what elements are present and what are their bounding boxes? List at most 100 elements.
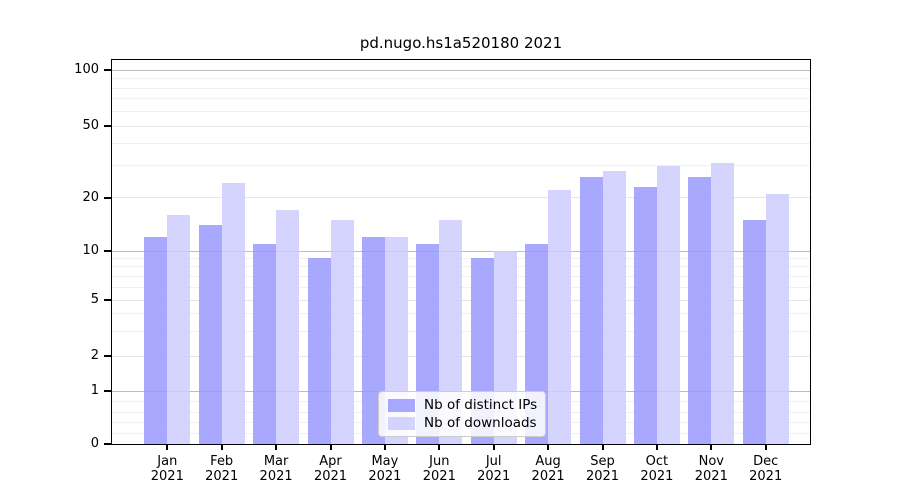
x-tick-label-oct: Oct 2021 bbox=[629, 454, 685, 484]
x-tick-month: Jan bbox=[157, 454, 178, 469]
x-tick-label-jun: Jun 2021 bbox=[411, 454, 467, 484]
y-tick-label-100: 100 bbox=[74, 62, 99, 77]
x-tick-mark-jan bbox=[166, 444, 169, 450]
legend-swatch-downloads bbox=[388, 416, 415, 430]
bar-downloads-aug bbox=[548, 190, 572, 444]
x-tick-mark-mar bbox=[275, 444, 278, 450]
x-tick-month: Dec bbox=[753, 454, 779, 469]
x-tick-mark-aug bbox=[547, 444, 550, 450]
x-tick-label-dec: Dec 2021 bbox=[738, 454, 794, 484]
x-tick-year: 2021 bbox=[313, 468, 348, 484]
x-tick-label-jan: Jan 2021 bbox=[139, 454, 195, 484]
bar-downloads-jun bbox=[439, 219, 463, 444]
x-tick-mark-may bbox=[383, 444, 386, 450]
y-tick-label-0: 0 bbox=[90, 436, 99, 451]
gridline-80 bbox=[112, 87, 810, 89]
bar-downloads-apr bbox=[330, 219, 354, 444]
y-tick-label-10: 10 bbox=[82, 243, 99, 258]
x-tick-label-feb: Feb 2021 bbox=[194, 454, 250, 484]
x-tick-label-sep: Sep 2021 bbox=[575, 454, 631, 484]
bar-downloads-jan bbox=[167, 214, 191, 444]
x-tick-label-aug: Aug 2021 bbox=[520, 454, 576, 484]
x-tick-mark-jun bbox=[438, 444, 441, 450]
gridline-30 bbox=[112, 165, 810, 167]
legend-entry-downloads: Nb of downloads bbox=[388, 415, 537, 431]
x-tick-year: 2021 bbox=[531, 468, 565, 484]
gridline-100 bbox=[112, 69, 810, 71]
x-tick-month: May bbox=[371, 454, 399, 469]
gridline-70 bbox=[112, 98, 810, 100]
bar-downloads-feb bbox=[221, 183, 245, 444]
legend-entry-distinct-ips: Nb of distinct IPs bbox=[388, 397, 538, 413]
x-tick-month: Nov bbox=[698, 454, 724, 469]
x-tick-mark-feb bbox=[220, 444, 223, 450]
x-tick-year: 2021 bbox=[749, 468, 783, 484]
y-tick-label-2: 2 bbox=[90, 348, 99, 363]
x-tick-year: 2021 bbox=[368, 468, 402, 484]
bar-downloads-mar bbox=[276, 210, 300, 444]
bar-downloads-nov bbox=[711, 163, 735, 444]
x-tick-month: Sep bbox=[590, 454, 615, 469]
x-tick-month: Aug bbox=[535, 454, 561, 469]
bar-downloads-sep bbox=[602, 171, 626, 444]
bar-distinct-ips-dec bbox=[742, 219, 766, 444]
legend-swatch-distinct-ips bbox=[388, 398, 415, 412]
x-tick-month: Mar bbox=[263, 454, 289, 469]
x-tick-label-jul: Jul 2021 bbox=[466, 454, 522, 484]
y-tick-mark-20 bbox=[104, 196, 111, 199]
legend-label-downloads: Nb of downloads bbox=[424, 415, 537, 431]
gridline-50 bbox=[112, 125, 810, 127]
chart-title: pd.nugo.hs1a520180 2021 bbox=[359, 34, 563, 52]
x-tick-mark-dec bbox=[764, 444, 767, 450]
x-tick-year: 2021 bbox=[150, 468, 184, 484]
y-tick-mark-5 bbox=[104, 299, 111, 301]
x-tick-month: Jul bbox=[485, 454, 502, 469]
x-tick-mark-nov bbox=[710, 444, 713, 450]
y-tick-label-20: 20 bbox=[82, 189, 99, 205]
y-tick-label-1: 1 bbox=[90, 383, 99, 398]
x-tick-month: Apr bbox=[319, 454, 342, 469]
x-tick-year: 2021 bbox=[477, 468, 511, 484]
y-tick-mark-50 bbox=[104, 125, 111, 127]
x-tick-month: Feb bbox=[210, 454, 234, 469]
x-tick-mark-oct bbox=[655, 444, 658, 450]
x-tick-label-may: May 2021 bbox=[357, 454, 413, 484]
gridline-20 bbox=[112, 197, 810, 198]
gridline-90 bbox=[112, 78, 810, 79]
x-tick-year: 2021 bbox=[422, 468, 456, 484]
y-tick-mark-10 bbox=[104, 250, 111, 252]
y-tick-mark-100 bbox=[104, 69, 111, 71]
gridline-60 bbox=[112, 110, 810, 112]
y-tick-label-50: 50 bbox=[82, 118, 99, 133]
x-tick-month: Jun bbox=[429, 454, 450, 469]
x-tick-mark-jul bbox=[492, 444, 495, 450]
x-tick-year: 2021 bbox=[640, 468, 674, 484]
bars-layer bbox=[112, 60, 810, 444]
bar-downloads-oct bbox=[656, 165, 680, 444]
bar-distinct-ips-feb bbox=[198, 225, 222, 444]
legend-label-distinct-ips: Nb of distinct IPs bbox=[424, 397, 538, 413]
bar-distinct-ips-oct bbox=[633, 186, 657, 444]
y-tick-mark-2 bbox=[104, 355, 111, 357]
bar-distinct-ips-apr bbox=[307, 258, 331, 444]
plot-area bbox=[111, 59, 811, 445]
x-tick-mark-sep bbox=[601, 444, 604, 450]
y-tick-mark-1 bbox=[104, 390, 111, 392]
x-tick-label-apr: Apr 2021 bbox=[303, 454, 359, 484]
x-tick-month: Oct bbox=[645, 454, 669, 469]
x-tick-year: 2021 bbox=[205, 468, 239, 484]
bar-distinct-ips-mar bbox=[253, 243, 277, 444]
x-tick-label-nov: Nov 2021 bbox=[683, 454, 739, 484]
x-tick-year: 2021 bbox=[259, 468, 293, 484]
x-tick-mark-apr bbox=[329, 444, 332, 450]
legend: Nb of distinct IPs Nb of downloads bbox=[378, 391, 546, 437]
x-tick-label-mar: Mar 2021 bbox=[248, 454, 304, 484]
x-tick-year: 2021 bbox=[585, 468, 620, 484]
y-tick-mark-0 bbox=[104, 443, 111, 445]
y-tick-label-5: 5 bbox=[90, 292, 99, 307]
bar-distinct-ips-nov bbox=[688, 177, 712, 444]
bar-distinct-ips-sep bbox=[579, 177, 603, 444]
bar-downloads-dec bbox=[765, 193, 789, 444]
x-tick-year: 2021 bbox=[694, 468, 728, 484]
